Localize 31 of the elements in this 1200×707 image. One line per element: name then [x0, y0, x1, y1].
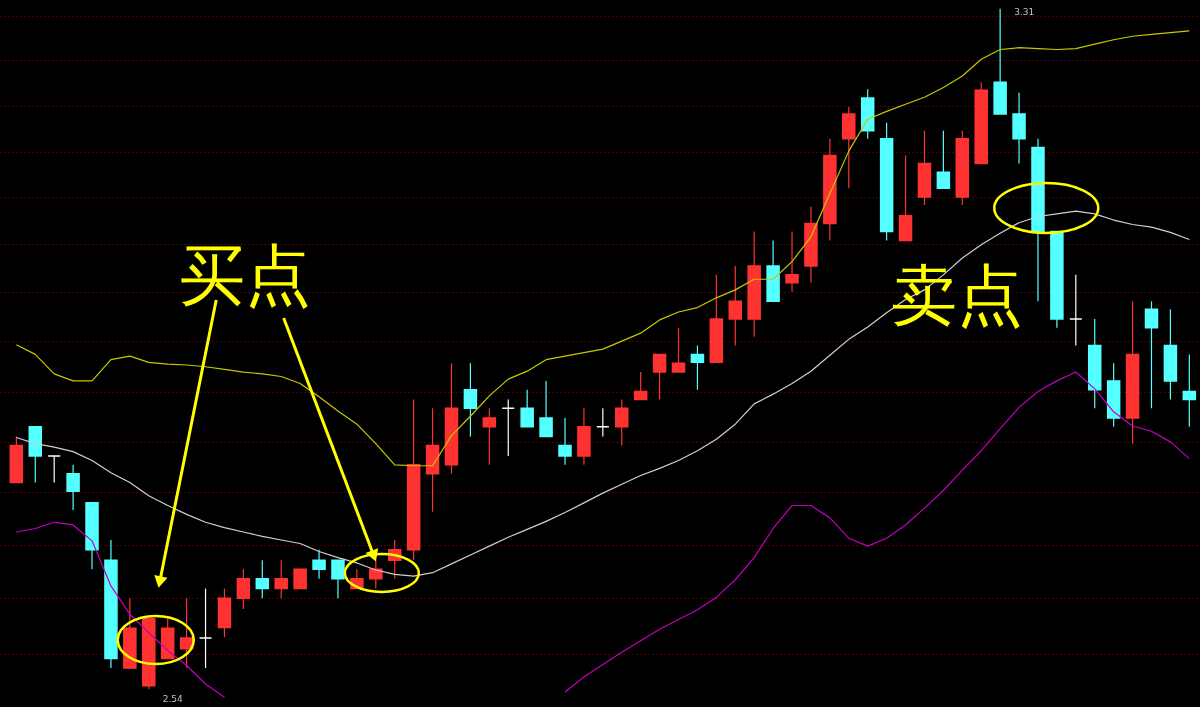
- candlestick: [1069, 274, 1083, 347]
- candlestick: [331, 559, 345, 599]
- candlestick: [1144, 300, 1159, 409]
- candlestick: [671, 327, 686, 373]
- annotation: 买点: [178, 237, 311, 314]
- candlestick: [501, 398, 515, 457]
- candlestick: [293, 568, 307, 590]
- candlestick: [728, 265, 743, 347]
- candlestick: [1182, 353, 1197, 428]
- candlestick: [312, 549, 326, 580]
- candlestick: [274, 559, 288, 599]
- candlestick: [66, 464, 80, 511]
- candlestick: [47, 455, 61, 484]
- candlestick: [255, 559, 270, 599]
- candlestick: [558, 417, 572, 466]
- candlestick: [482, 407, 497, 466]
- candlestick: [463, 362, 478, 438]
- candlestick: [936, 130, 951, 189]
- annotation: 2.54: [162, 694, 184, 705]
- candlestick: [198, 587, 213, 669]
- candlestick: [690, 344, 705, 391]
- candlestick: [652, 353, 667, 401]
- candlestick: [785, 230, 799, 293]
- annotation: 3.31: [1014, 6, 1035, 17]
- candlestick: [369, 559, 383, 590]
- candlestick: [520, 389, 534, 428]
- candlestick: [539, 380, 553, 438]
- candlestick: [615, 398, 629, 447]
- candlestick: [236, 568, 251, 610]
- candlestick: [596, 407, 610, 438]
- candlestick: [633, 371, 648, 401]
